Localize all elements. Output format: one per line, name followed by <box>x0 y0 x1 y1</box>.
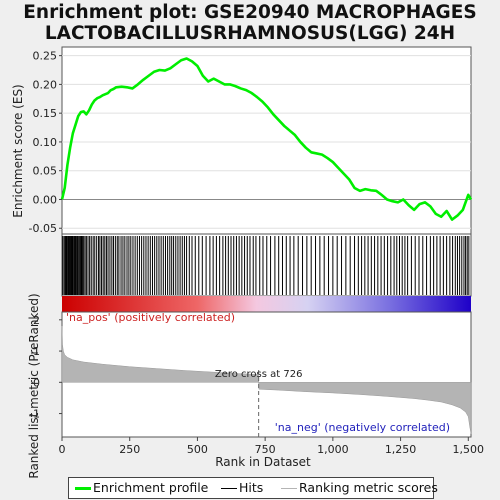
es-y-tick-label: 0.15 <box>33 107 58 120</box>
rank-color-bar <box>62 296 471 312</box>
legend-ranking-swatch <box>281 488 297 489</box>
x-tick-label: 500 <box>187 443 208 456</box>
rank-y-tick-label: -1 <box>29 408 40 421</box>
es-y-tick-label: 0.05 <box>33 165 58 178</box>
title-line-1: Enrichment plot: GSE20940 MACROPHAGES <box>23 2 477 23</box>
x-tick-label: 1,000 <box>317 443 349 456</box>
x-tick-label: 750 <box>255 443 276 456</box>
ranking-metric-area <box>61 326 472 434</box>
es-y-tick-label: -0.05 <box>29 222 57 235</box>
x-axis-label: Rank in Dataset <box>215 455 311 469</box>
rank-y-axis-label: Ranked list metric (PreRanked) <box>27 293 41 478</box>
neg-correlated-label: 'na_neg' (negatively correlated) <box>275 421 450 434</box>
es-y-tick-label: 0.25 <box>33 50 58 63</box>
es-y-tick-label: 0.00 <box>33 193 58 206</box>
enrichment-profile-line <box>60 57 473 221</box>
rank-y-tick-label: 0 <box>33 376 40 389</box>
legend-profile-label: Enrichment profile <box>93 480 209 495</box>
chart-title: Enrichment plot: GSE20940 MACROPHAGES LA… <box>0 2 500 44</box>
legend-ranking-label: Ranking metric scores <box>299 480 438 495</box>
x-tick-label: 0 <box>59 443 66 456</box>
pos-correlated-label: 'na_pos' (positively correlated) <box>66 311 235 324</box>
x-tick-label: 1,250 <box>385 443 417 456</box>
legend: Enrichment profile Hits Ranking metric s… <box>68 477 438 499</box>
legend-hits-swatch <box>221 488 237 489</box>
es-y-tick-label: 0.10 <box>33 136 58 149</box>
x-tick-label: 1,500 <box>453 443 485 456</box>
es-y-axis-label: Enrichment score (ES) <box>11 84 25 217</box>
es-panel <box>61 46 472 235</box>
rank-y-tick-label: 1 <box>33 345 40 358</box>
es-y-tick-label: 0.20 <box>33 78 58 91</box>
legend-profile-swatch <box>75 487 91 490</box>
title-line-2: LACTOBACILLUSRHAMNOSUS(LGG) 24H <box>44 23 456 44</box>
x-tick-label: 250 <box>119 443 140 456</box>
legend-hits-label: Hits <box>239 480 264 495</box>
zero-cross-label: Zero cross at 726 <box>215 369 303 380</box>
rank-y-tick-label: 2 <box>33 314 40 327</box>
